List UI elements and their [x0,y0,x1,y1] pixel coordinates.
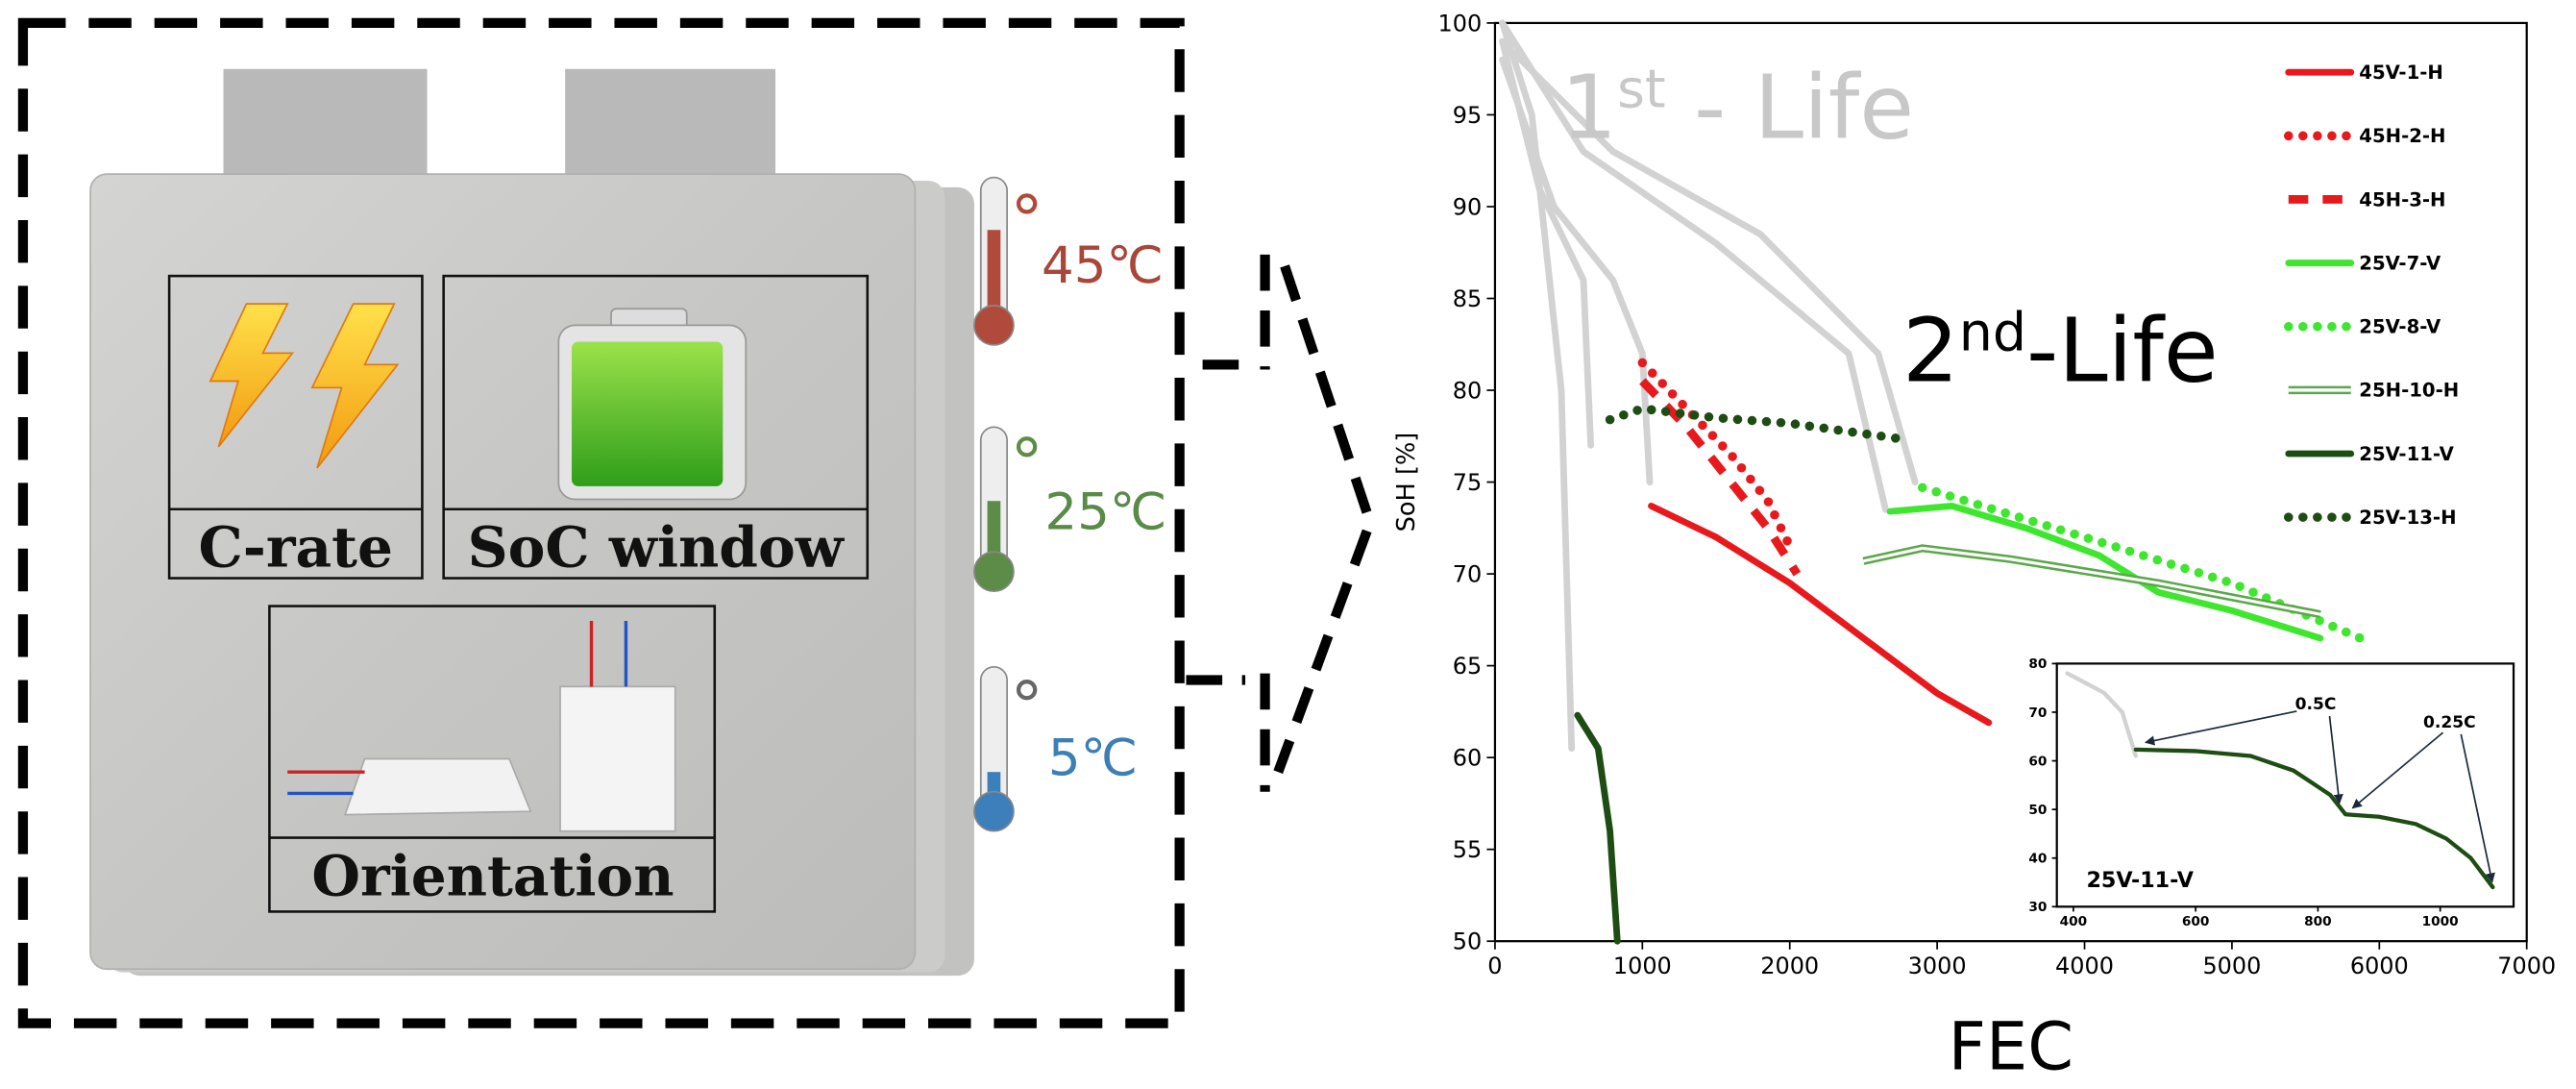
dashed-frame [17,17,1185,1028]
x-tick-label: 400 [2060,914,2088,929]
data-line [1499,37,1919,485]
data-line [1499,19,1576,753]
data-line [1639,378,1802,577]
x-tick-label: 1000 [1613,953,1672,979]
temperature-label: 5℃ [1048,730,1138,788]
data-line [1574,711,1621,945]
thermometer [973,665,1038,832]
annotation-arrow [2328,715,2343,804]
y-tick-label: 70 [1453,560,1482,587]
factor-box [442,274,870,580]
factor-box [167,274,424,580]
y-tick-label: 80 [2028,656,2047,672]
x-tick-label: 5000 [2202,953,2261,979]
annotation: 2nd-Life [1902,298,2219,402]
y-tick-label: 80 [1453,377,1482,404]
legend-label: 25H-10-H [2359,380,2459,402]
connector-line [1273,264,1376,774]
y-tick-label: 50 [2028,803,2047,818]
y-axis-label: SoH [%] [1392,433,1421,532]
thermo-bulb [973,551,1015,593]
y-tick-label: 30 [2028,900,2047,915]
y-tick-label: 75 [1453,469,1482,496]
legend-label: 45H-2-H [2359,125,2445,147]
thermo-bulb [973,790,1015,832]
y-tick-label: 100 [1438,10,1483,37]
degree-icon [1016,193,1038,214]
cell-tab [565,68,776,187]
temperature-label: 25℃ [1044,483,1166,541]
annotation-part: nd [1959,302,2026,363]
y-tick-label: 55 [1453,836,1482,863]
x-tick-label: 0 [1487,953,1502,979]
factor-label: Orientation [311,842,674,908]
x-tick-label: 2000 [1760,953,1819,979]
cell-vertical [559,685,676,832]
annotation-part: 2 [1902,298,1959,402]
x-tick-label: 6000 [2350,953,2409,979]
thermometer [973,426,1038,593]
y-tick-label: 95 [1453,102,1482,129]
plot-frame [2055,662,2515,908]
data-line [1917,483,2369,645]
legend-label: 25V-8-V [2359,316,2441,338]
cell-horizontal [343,757,532,816]
data-line [2133,747,2495,890]
y-tick-label: 40 [2028,852,2047,867]
degree-icon [1016,680,1038,701]
data-line [1499,19,1889,513]
factor-label: SoC window [468,514,846,581]
x-tick-label: 600 [2182,914,2210,929]
x-tick-label: 3000 [1908,953,1967,979]
annotation: 1st - Life [1560,56,1914,160]
annotation-arrow [2460,733,2495,883]
data-line-inner [1863,546,2321,616]
annotation-part: 1 [1560,56,1617,160]
battery-charge [572,341,724,486]
cell-tab [223,68,428,187]
y-tick-label: 90 [1453,193,1482,220]
annotation: 0.5C [2295,695,2337,714]
annotation-arrow [2351,731,2444,809]
chart-title: 25V-11-V [2086,868,2194,893]
thermometer [973,176,1038,346]
legend-label: 25V-13-H [2359,507,2456,529]
data-line [1886,502,2324,642]
connector [1186,254,1376,792]
degree-icon [1016,436,1038,458]
annotation-part: -Life [2026,298,2219,402]
lightning-icon [310,303,400,469]
legend-label: 25V-7-V [2359,252,2441,274]
data-line [1648,502,1993,727]
y-tick-label: 60 [2028,754,2047,769]
x-tick-label: 1000 [2422,914,2459,929]
y-tick-label: 60 [1453,745,1482,772]
legend-label: 25V-11-V [2359,443,2454,465]
annotation-arrow [2145,710,2297,746]
temperature-label: 45℃ [1042,236,1164,295]
x-axis-label: FEC [1949,1010,2073,1086]
data-line [1499,56,1654,485]
data-line [2065,671,2138,758]
y-tick-label: 85 [1453,285,1482,312]
legend-label: 45V-1-H [2359,62,2443,84]
lightning-icon [209,303,295,448]
x-tick-label: 4000 [2055,953,2114,979]
thermo-bulb [973,305,1015,346]
factor-box [268,605,717,913]
y-tick-label: 50 [1453,928,1482,955]
y-tick-label: 70 [2028,705,2047,721]
factor-label: C-rate [199,514,394,581]
thermo-fill [987,230,1001,329]
annotation-part: st [1617,60,1666,121]
legend-label: 45H-3-H [2359,188,2445,210]
data-line [1637,358,1795,552]
y-tick-label: 65 [1453,653,1482,680]
annotation-part: - Life [1666,56,1914,160]
x-tick-label: 800 [2304,914,2332,929]
x-tick-label: 7000 [2497,953,2556,979]
annotation: 0.25C [2423,713,2476,732]
